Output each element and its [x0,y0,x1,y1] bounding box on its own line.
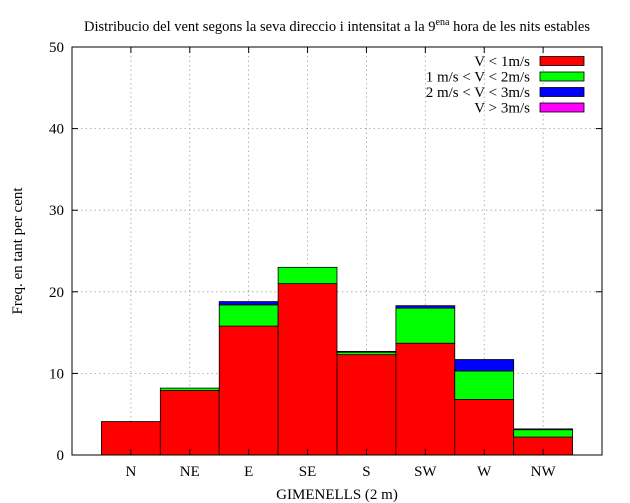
bar-se-series-1 [277,283,338,456]
bar-nw-series-3 [513,428,573,431]
plot-frame [71,46,603,456]
bar-e-series-3 [218,301,279,306]
x-tick-label: W [477,464,492,480]
legend-swatch [539,87,585,97]
x-tick-label: NE [180,464,200,480]
chart-title-superscript: ena [436,17,450,28]
y-tick-label: 0 [57,448,65,464]
bar-s-series-1 [336,354,397,456]
bar-se-series-2 [277,266,338,285]
legend-label: 2 m/s < V < 3m/s [426,85,530,101]
x-tick-label: SW [414,464,437,480]
y-tick-label: 30 [49,203,64,219]
axis-ticks: 0 10 20 30 40 50 N NE E SE S SW W NW [49,40,602,480]
legend-label: 1 m/s < V < 2m/s [426,70,530,86]
chart-title-main: Distribucio del vent segons la seva dire… [84,19,436,35]
bar-w-series-1 [454,399,515,456]
x-tick-label: E [244,464,253,480]
bar-e-series-2 [218,304,279,327]
x-tick-label: S [362,464,370,480]
bar-w-series-3 [454,359,515,372]
bar-s-series-3 [336,350,397,353]
legend-label: V > 3m/s [474,101,530,117]
y-tick-label: 50 [49,40,64,56]
legend: V < 1m/s1 m/s < V < 2m/s2 m/s < V < 3m/s… [426,54,585,117]
bar-ne-series-2 [159,387,220,391]
bar-sw-series-2 [395,307,456,344]
bars [101,266,573,456]
y-tick-label: 40 [49,122,64,138]
bar-e-series-1 [218,325,279,456]
x-axis-label: GIMENELLS (2 m) [276,487,398,503]
y-axis-label: Freq. en tant per cent [10,187,26,315]
chart-title-rest: hora de les nits estables [449,19,590,35]
legend-swatch [539,102,585,113]
grid-lines [72,47,602,455]
bar-w-series-2 [454,370,515,400]
x-tick-label: NW [531,464,557,480]
x-tick-label: SE [299,464,317,480]
bar-ne-series-1 [159,390,220,456]
bar-nw-series-2 [513,429,573,438]
bar-sw-series-1 [395,342,456,456]
x-tick-label: N [125,464,136,480]
legend-swatch [539,56,585,66]
y-tick-label: 10 [49,366,64,382]
bar-sw-series-3 [395,305,456,309]
y-tick-label: 20 [49,285,64,301]
chart-title: Distribucio del vent segons la seva dire… [84,17,590,35]
legend-swatch [539,71,585,82]
legend-label: V < 1m/s [474,54,530,70]
